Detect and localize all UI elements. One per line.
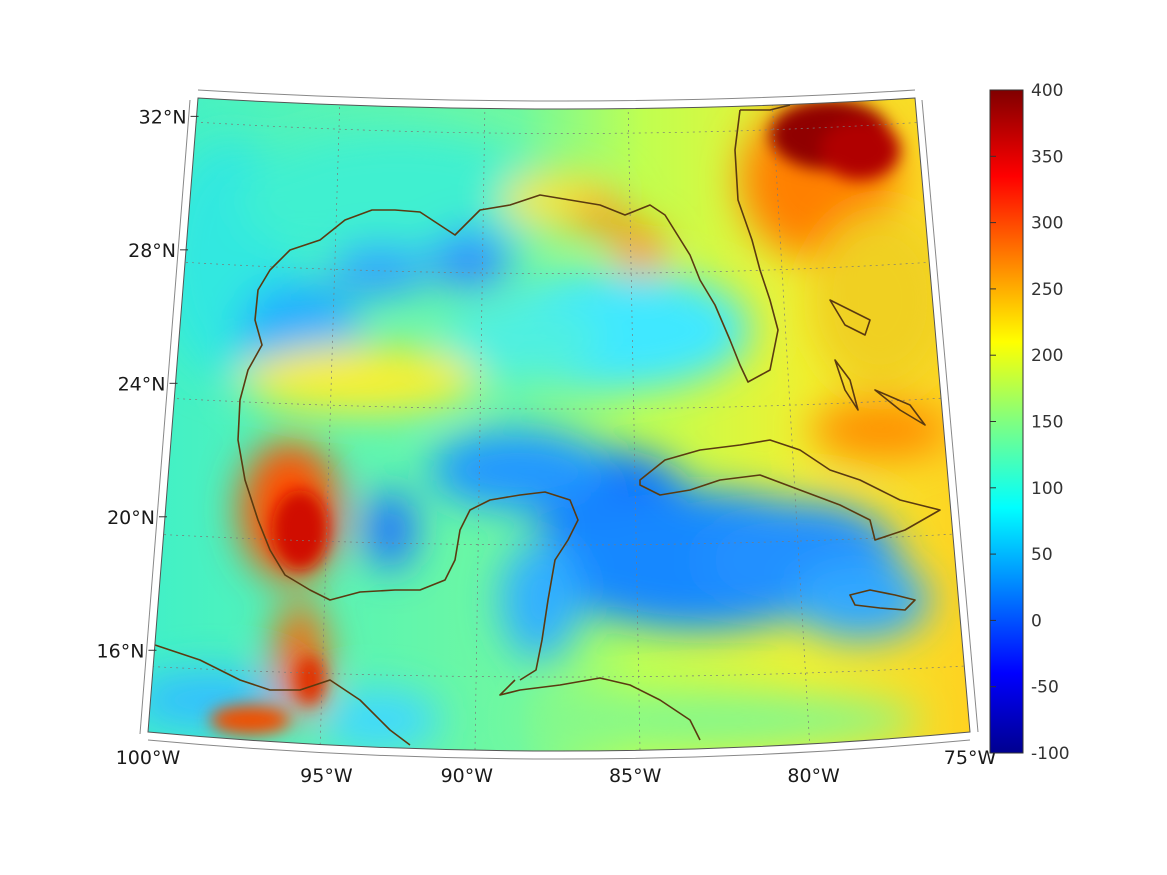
colorbar-tick-label: -50: [1031, 678, 1059, 698]
longitude-tick-label: 75°W: [944, 747, 997, 769]
latitude-tick-label: 16°N: [97, 640, 145, 662]
longitude-tick-label: 95°W: [300, 765, 353, 787]
latitude-tick-label: 20°N: [107, 507, 155, 529]
colorbar-tick-label: 400: [1031, 81, 1063, 101]
longitude-tick-label: 90°W: [441, 765, 494, 787]
colorbar-tick-label: 350: [1031, 147, 1063, 167]
colorbar-tick-label: 150: [1031, 413, 1063, 433]
colorbar-tick-label: 300: [1031, 214, 1063, 234]
colorbar-tick-label: 0: [1031, 611, 1042, 631]
longitude-tick-labels: 100°W 95°W 90°W 85°W 80°W 75°W: [116, 747, 997, 787]
longitude-tick-label: 80°W: [787, 765, 840, 787]
data-field: [148, 98, 970, 751]
map-frame: [139, 89, 979, 760]
latitude-tick-label: 24°N: [118, 373, 166, 395]
longitude-tick-label: 100°W: [116, 747, 181, 769]
graticule: [148, 98, 966, 751]
colorbar-tick-label: 200: [1031, 346, 1063, 366]
longitude-tick-label: 85°W: [609, 765, 662, 787]
colorbar-tick-labels: 400 350 300 250 200 150 100 50 0 -50 -100: [990, 81, 1070, 764]
colorbar-tick-label: -100: [1031, 744, 1070, 764]
latitude-tick-label: 32°N: [139, 106, 187, 128]
colorbar: 400 350 300 250 200 150 100 50 0 -50 -100: [989, 81, 1070, 764]
latitude-tick-labels: 32°N 28°N 24°N 20°N 16°N: [97, 106, 199, 662]
coastlines: [154, 104, 941, 746]
colorbar-tick-label: 50: [1031, 545, 1053, 565]
colorbar-tick-label: 100: [1031, 479, 1063, 499]
colorbar-tick-label: 250: [1031, 280, 1063, 300]
latitude-tick-label: 28°N: [128, 240, 176, 262]
